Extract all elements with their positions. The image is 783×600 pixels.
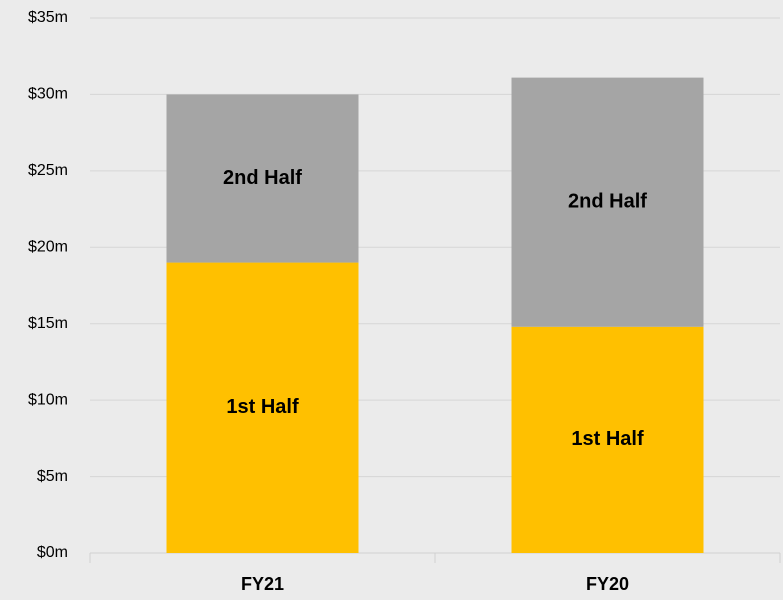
segment-label: 1st Half — [226, 396, 299, 418]
y-tick-label: $25m — [28, 162, 68, 179]
bar-segment — [511, 326, 704, 553]
y-tick-label: $30m — [28, 86, 68, 103]
bar-segment — [166, 262, 359, 553]
segment-label: 1st Half — [571, 428, 644, 450]
y-tick-label: $15m — [28, 315, 68, 332]
segment-label: 2nd Half — [568, 190, 647, 212]
bar-segment — [166, 94, 359, 263]
x-tick-label: FY21 — [241, 574, 284, 594]
x-tick-label: FY20 — [586, 574, 629, 594]
bar-segment — [511, 77, 704, 327]
y-tick-label: $10m — [28, 391, 68, 408]
y-tick-label: $5m — [37, 468, 68, 485]
y-tick-label: $0m — [37, 544, 68, 561]
segment-label: 2nd Half — [223, 167, 302, 189]
y-tick-label: $20m — [28, 239, 68, 256]
y-tick-label: $35m — [28, 9, 68, 26]
